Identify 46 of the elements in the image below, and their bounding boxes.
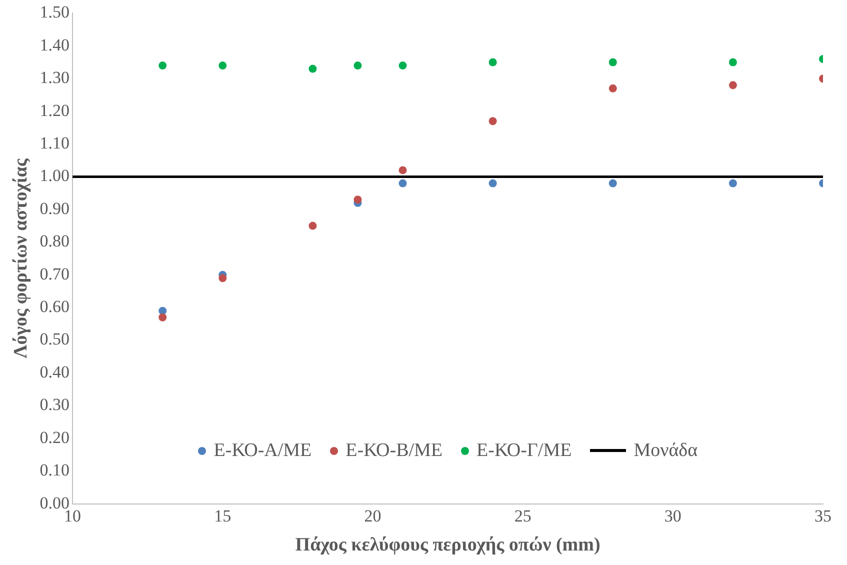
legend-label: Ε-ΚΟ-Α/ΜΕ <box>214 440 312 462</box>
point <box>218 62 227 70</box>
y-tick-label: 0.90 <box>40 198 70 218</box>
y-tick-label: 1.50 <box>40 2 70 22</box>
point <box>354 196 362 204</box>
x-axis-title: Πάχος κελύφους περιοχής οπών (mm) <box>295 534 600 556</box>
x-tick-label: 25 <box>514 506 532 526</box>
legend-label: Ε-ΚΟ-Γ/ΜΕ <box>476 440 572 462</box>
point <box>308 64 317 73</box>
y-tick-label: 0.30 <box>40 395 70 414</box>
point <box>308 222 317 230</box>
y-tick-label: 0.40 <box>40 362 70 382</box>
legend-label: Ε-ΚΟ-Β/ΜΕ <box>346 440 443 462</box>
y-tick-label: 1.10 <box>40 133 70 152</box>
y-tick-label: 0.60 <box>40 297 70 316</box>
y-tick-label: 1.00 <box>40 166 70 186</box>
point <box>158 313 167 322</box>
y-tick-label: 0.10 <box>40 460 70 480</box>
x-tick-label: 30 <box>664 506 682 526</box>
x-tick-label: 15 <box>214 506 232 526</box>
point <box>488 117 497 126</box>
y-tick-label: 1.40 <box>40 35 70 54</box>
y-tick-label: 1.30 <box>40 68 70 88</box>
point <box>398 62 407 70</box>
point <box>398 179 407 188</box>
point <box>608 84 617 92</box>
y-tick-label: 0.80 <box>40 232 70 251</box>
point <box>398 166 407 174</box>
y-tick-label: 0.50 <box>40 330 70 349</box>
point <box>158 62 167 70</box>
x-tick-label: 35 <box>814 506 832 526</box>
point <box>488 58 497 66</box>
y-tick-label: 0.70 <box>40 264 70 284</box>
y-tick-label: 0.20 <box>40 428 70 447</box>
point <box>608 179 617 188</box>
point <box>728 179 737 188</box>
y-tick-label: 1.20 <box>40 100 70 120</box>
point <box>488 179 497 188</box>
point <box>728 58 737 66</box>
x-tick-label: 20 <box>364 506 382 526</box>
y-axis-title: Λόγος φορτίων αστοχίας <box>10 158 32 358</box>
point <box>728 81 737 90</box>
point <box>354 62 362 70</box>
legend-label: Μονάδα <box>634 440 698 462</box>
point <box>218 274 227 282</box>
point <box>608 58 617 66</box>
